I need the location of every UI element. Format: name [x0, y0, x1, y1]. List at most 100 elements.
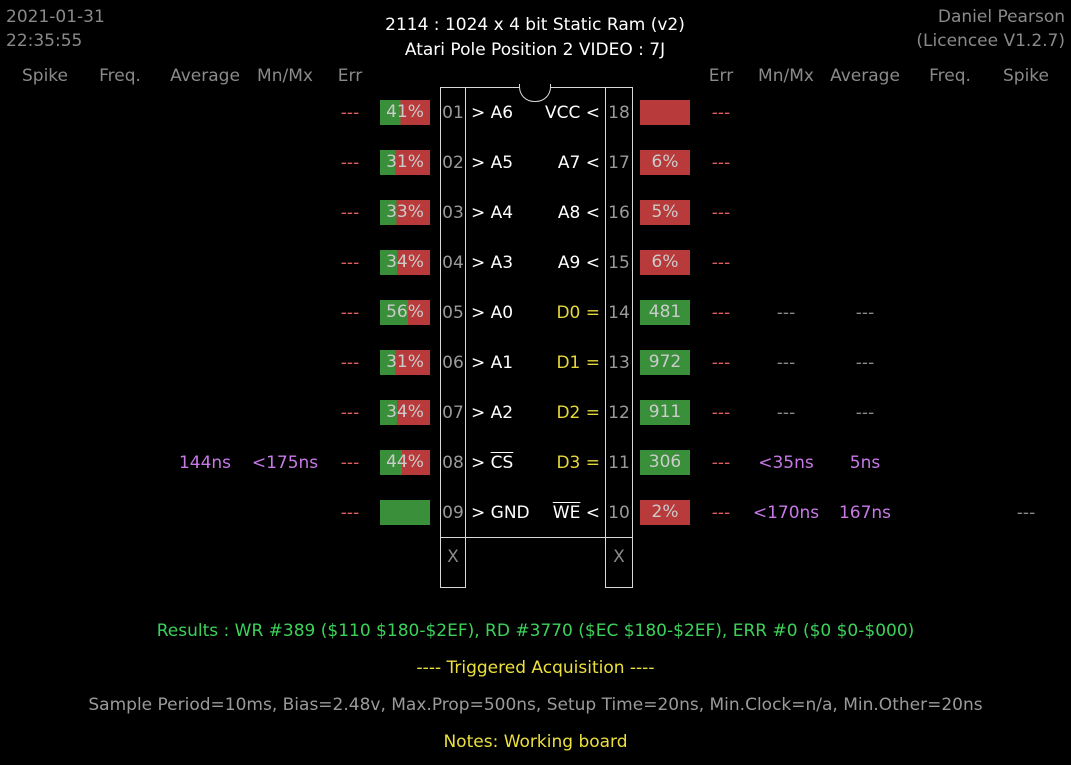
left-pin-number: 04 — [442, 253, 464, 273]
bar-text: 6% — [651, 252, 679, 272]
right-pin-number: 11 — [608, 453, 630, 473]
chip-notch — [519, 84, 551, 102]
left-err: --- — [340, 303, 360, 323]
right-pin-bar: 5% — [640, 200, 690, 225]
right-header-err: Err — [708, 66, 734, 86]
left-pin-bar — [380, 500, 430, 525]
left-pin-number: 07 — [442, 403, 464, 423]
bar-text: 44% — [386, 452, 424, 472]
bar-text: 34% — [386, 402, 424, 422]
left-err: --- — [340, 203, 360, 223]
left-pin-label: > A0 — [471, 303, 514, 323]
bar-text: 911 — [648, 402, 682, 422]
board-title: Atari Pole Position 2 VIDEO : 7J — [404, 40, 666, 60]
right-pin-label: VCC < — [544, 103, 600, 123]
right-pin-label: A7 < — [557, 153, 600, 173]
left-pin-number: 05 — [442, 303, 464, 323]
right-pin-bar: 6% — [640, 250, 690, 275]
left-pin-label: > A4 — [471, 203, 514, 223]
right-pin-number: 17 — [608, 153, 630, 173]
left-pin-bar: 44% — [380, 450, 430, 475]
right-pin-label: D0 = — [556, 303, 600, 323]
right-pin-label: A8 < — [557, 203, 600, 223]
date-label: 2021-01-31 — [6, 7, 105, 27]
left-pin-bar: 34% — [380, 400, 430, 425]
left-pin-bar: 56% — [380, 300, 430, 325]
right-err: --- — [711, 103, 731, 123]
left-header-mnmx: Mn/Mx — [257, 66, 313, 86]
right-pin-number: 10 — [608, 503, 630, 523]
right-mnmx: --- — [776, 353, 796, 373]
left-err: --- — [340, 503, 360, 523]
bar-text: 6% — [651, 152, 679, 172]
overline-signal: CS — [490, 453, 514, 473]
licence-label: (Licencee V1.2.7) — [916, 31, 1065, 51]
right-err: --- — [711, 453, 731, 473]
right-mnmx: <35ns — [758, 453, 814, 473]
left-err: --- — [340, 353, 360, 373]
right-err: --- — [711, 153, 731, 173]
right-pin-label: D1 = — [556, 353, 600, 373]
right-average: 167ns — [838, 503, 892, 523]
right-pin-bar: 6% — [640, 150, 690, 175]
left-pin-label: > CS — [471, 453, 514, 473]
right-pin-label: A9 < — [557, 253, 600, 273]
left-pin-label: > A2 — [471, 403, 514, 423]
right-err: --- — [711, 503, 731, 523]
left-pin-number: 03 — [442, 203, 464, 223]
left-header-freq: Freq. — [99, 66, 141, 86]
time-label: 22:35:55 — [6, 31, 83, 51]
left-pin-number: 01 — [442, 103, 464, 123]
chip-title: 2114 : 1024 x 4 bit Static Ram (v2) — [385, 15, 685, 35]
right-pin-number: 18 — [608, 103, 630, 123]
bar-text: 56% — [386, 302, 424, 322]
bar-text: 2% — [651, 502, 679, 522]
left-pin-bar: 33% — [380, 200, 430, 225]
bar-text: 481 — [648, 302, 682, 322]
left-pin-number: 09 — [442, 503, 464, 523]
left-pin-number: 08 — [442, 453, 464, 473]
right-pin-bar: 481 — [640, 300, 690, 325]
left-pin-bar: 31% — [380, 350, 430, 375]
bar-text: 31% — [386, 352, 424, 372]
right-mnmx: <170ns — [752, 503, 820, 523]
author-label: Daniel Pearson — [937, 7, 1065, 27]
right-err: --- — [711, 303, 731, 323]
left-pin-number: 06 — [442, 353, 464, 373]
right-err: --- — [711, 403, 731, 423]
right-pin-number: 13 — [608, 353, 630, 373]
right-pin-number: 12 — [608, 403, 630, 423]
bar-text: 33% — [386, 202, 424, 222]
right-average: --- — [855, 403, 875, 423]
sample-params-line: Sample Period=10ms, Bias=2.48v, Max.Prop… — [88, 695, 983, 715]
left-pin-label: > GND — [471, 503, 530, 523]
right-spike: --- — [1016, 503, 1036, 523]
right-pin-bar: 911 — [640, 400, 690, 425]
bar-text: 31% — [386, 152, 424, 172]
bar-text: 306 — [648, 452, 682, 472]
right-pin-bar: 2% — [640, 500, 690, 525]
left-pin-label: > A6 — [471, 103, 514, 123]
left-header-spike: Spike — [21, 66, 68, 86]
left-err: --- — [340, 153, 360, 173]
right-pin-label: D3 = — [556, 453, 600, 473]
left-mnmx: <175ns — [251, 453, 319, 473]
right-average: 5ns — [849, 453, 881, 473]
right-average: --- — [855, 353, 875, 373]
left-average: 144ns — [178, 453, 232, 473]
left-pin-bar: 31% — [380, 150, 430, 175]
right-pin-bar: 972 — [640, 350, 690, 375]
results-line: Results : WR #389 ($110 $180-$2EF), RD #… — [156, 621, 915, 641]
left-err: --- — [340, 253, 360, 273]
bar-text: 34% — [386, 252, 424, 272]
right-header-average: Average — [830, 66, 900, 86]
left-pin-number: 02 — [442, 153, 464, 173]
right-header-spike: Spike — [1002, 66, 1049, 86]
right-err: --- — [711, 353, 731, 373]
bar-text: 5% — [651, 202, 679, 222]
bar-text: 972 — [648, 352, 682, 372]
left-err: --- — [340, 453, 360, 473]
right-err: --- — [711, 253, 731, 273]
right-pin-number: 15 — [608, 253, 630, 273]
acquisition-line: ---- Triggered Acquisition ---- — [416, 658, 655, 678]
